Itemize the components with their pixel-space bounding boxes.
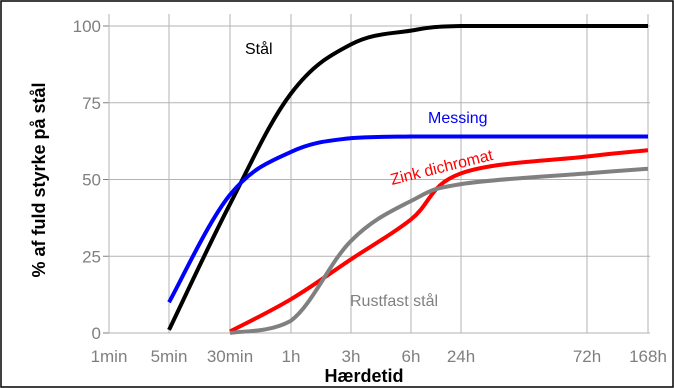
x-tick-label: 5min (151, 347, 188, 366)
y-tick-label: 25 (82, 247, 101, 266)
y-axis-title: % af fuld styrke på stål (29, 82, 49, 277)
steel-line (167, 23, 648, 331)
series-layer (167, 23, 649, 335)
x-tick-label: 6h (402, 347, 421, 366)
x-tick-label: 3h (342, 347, 361, 366)
x-axis-title: Hærdetid (324, 366, 403, 386)
y-tick-label: 0 (92, 324, 101, 343)
stainless-steel-line (229, 166, 649, 335)
zinc-dichromate-line (229, 148, 649, 334)
steel-label: Stål (245, 40, 273, 58)
y-tick-label: 50 (82, 171, 101, 190)
tick-layer: 0 25 50 75 100 1min 5min 30min 1h 3h 6h 24h 72h 168h (73, 17, 667, 366)
y-tick-label: 75 (82, 94, 101, 113)
x-tick-label: 1h (282, 347, 301, 366)
brass-label: Messing (428, 110, 488, 127)
x-tick-label: 72h (573, 347, 601, 366)
x-tick-label: 1min (91, 347, 128, 366)
x-tick-label: 168h (629, 347, 667, 366)
x-tick-label: 30min (207, 347, 253, 366)
brass-line (167, 134, 648, 304)
y-tick-label: 100 (73, 17, 101, 36)
stainless-steel-label: Rustfast stål (350, 292, 438, 310)
x-tick-label: 24h (447, 347, 475, 366)
